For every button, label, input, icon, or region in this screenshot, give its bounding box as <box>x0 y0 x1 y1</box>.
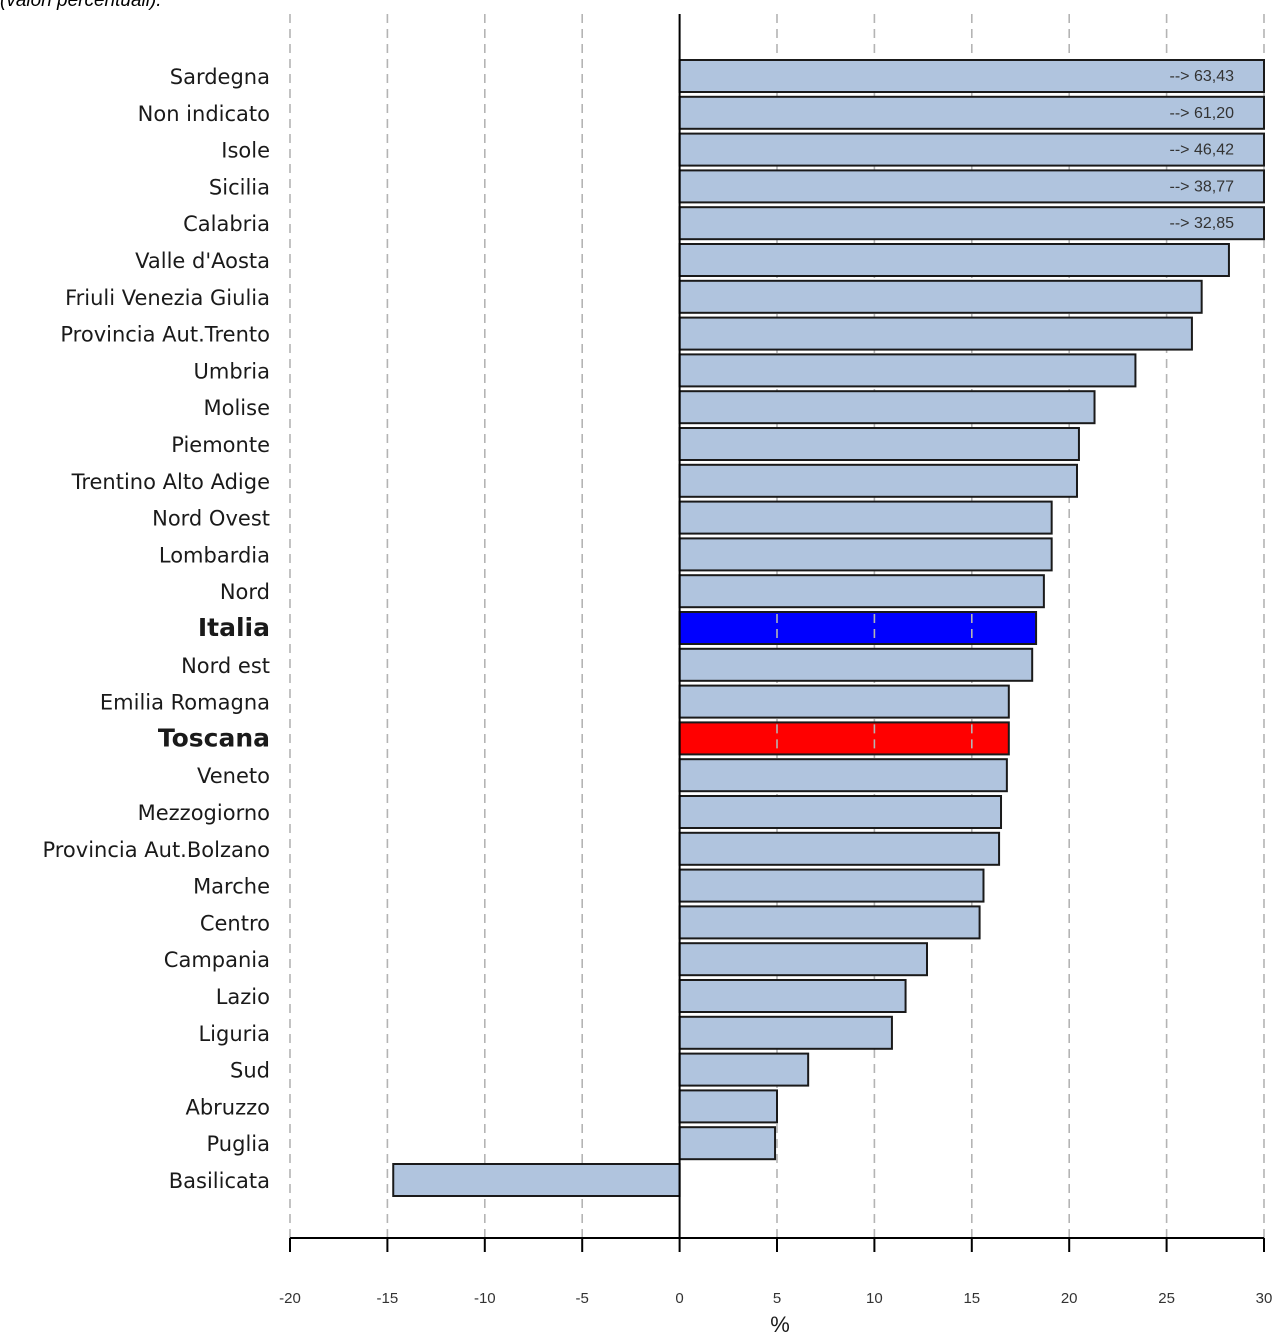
bar-friuli-venezia-giulia <box>678 279 1203 314</box>
category-label: Veneto <box>197 764 270 788</box>
bar-lazio <box>678 979 907 1013</box>
x-tick-label: 20 <box>1061 1290 1078 1307</box>
bar-emilia-romagna <box>678 684 1010 719</box>
x-tick-label: -5 <box>576 1290 589 1307</box>
value-annotation: --> 46,42 <box>1170 142 1235 159</box>
category-labels: Sardegna Non indicato Isole Sicilia Calabria… <box>42 65 270 1193</box>
value-annotation: --> 61,20 <box>1170 105 1235 122</box>
x-tick-labels: -20 -15 -10 -5 0 5 10 15 20 25 30 <box>279 1290 1272 1307</box>
x-tick-label: 0 <box>675 1290 683 1307</box>
category-label: Non indicato <box>138 102 270 126</box>
bar-isole <box>678 132 1265 167</box>
bar-trentino-alto-adige <box>678 463 1078 498</box>
x-tick-label: 5 <box>773 1290 781 1307</box>
category-label: Nord <box>220 580 270 604</box>
category-label: Friuli Venezia Giulia <box>65 286 270 310</box>
bar-nord-ovest <box>678 500 1053 535</box>
bar-molise <box>678 390 1096 425</box>
x-tick-label: 15 <box>963 1290 980 1307</box>
bar-provincia-aut-trento <box>678 316 1193 351</box>
chart-caption: (valori percentuali). <box>0 0 162 11</box>
category-label: Lazio <box>216 985 270 1009</box>
bar-italia <box>678 611 1038 645</box>
bar-lombardia <box>678 537 1053 572</box>
bar-abruzzo <box>678 1089 778 1124</box>
category-label: Mezzogiorno <box>138 801 270 825</box>
value-annotation: --> 63,43 <box>1170 68 1235 85</box>
category-label: Umbria <box>194 359 271 383</box>
x-tick-label: 25 <box>1158 1290 1175 1307</box>
category-label: Nord est <box>181 654 270 678</box>
x-tick-label: 30 <box>1256 1290 1273 1307</box>
category-label: Calabria <box>183 212 270 236</box>
bar-liguria <box>678 1015 893 1050</box>
category-label: Puglia <box>207 1132 270 1156</box>
value-annotation: --> 32,85 <box>1170 215 1235 232</box>
bar-veneto <box>678 758 1008 793</box>
category-label: Marche <box>193 875 270 899</box>
bar-sud <box>678 1052 810 1087</box>
category-label: Nord Ovest <box>152 507 270 531</box>
bar-valle-d-aosta <box>678 243 1230 277</box>
bar-nord-est <box>678 647 1034 682</box>
axes <box>289 14 1265 1252</box>
category-label: Sud <box>230 1059 270 1083</box>
category-label: Sicilia <box>209 175 270 199</box>
category-label: Italia <box>198 613 270 642</box>
bar-puglia <box>678 1126 777 1161</box>
category-label: Valle d'Aosta <box>135 249 270 273</box>
category-label: Trentino Alto Adige <box>71 470 270 494</box>
bar-toscana <box>678 721 1010 756</box>
x-tick-label: -15 <box>377 1290 399 1307</box>
category-label: Molise <box>204 396 271 420</box>
bar-centro <box>678 905 981 940</box>
category-label: Provincia Aut.Bolzano <box>42 838 270 862</box>
x-tick-label: -10 <box>474 1290 496 1307</box>
category-label: Toscana <box>158 723 270 752</box>
bar-calabria <box>678 206 1265 241</box>
bar-basilicata <box>392 1163 681 1197</box>
category-label: Provincia Aut.Trento <box>60 323 270 347</box>
category-label: Isole <box>221 139 270 163</box>
bar-provincia-aut-bolzano <box>678 831 1001 866</box>
bar-nord <box>678 574 1045 609</box>
category-label: Sardegna <box>170 65 270 89</box>
category-label: Abruzzo <box>185 1095 270 1119</box>
x-axis-title: % <box>770 1312 790 1335</box>
category-label: Emilia Romagna <box>100 691 270 715</box>
category-label: Piemonte <box>171 433 270 457</box>
bar-umbria <box>678 353 1137 388</box>
category-label: Campania <box>164 948 270 972</box>
bar-marche <box>678 868 985 903</box>
value-annotation: --> 38,77 <box>1170 178 1235 195</box>
bar-campania <box>678 942 928 977</box>
bar-piemonte <box>678 427 1080 461</box>
bar-non-indicato <box>678 95 1265 130</box>
x-tick-label: 10 <box>866 1290 883 1307</box>
x-tick-label: -20 <box>279 1290 301 1307</box>
category-label: Liguria <box>198 1022 270 1046</box>
category-label: Centro <box>200 911 270 935</box>
category-label: Basilicata <box>169 1169 270 1193</box>
bars: --> 63,43 --> 61,20 --> 46,42 --> 38,77 --> … <box>392 59 1265 1197</box>
bar-mezzogiorno <box>678 795 1003 829</box>
category-label: Lombardia <box>159 543 270 567</box>
